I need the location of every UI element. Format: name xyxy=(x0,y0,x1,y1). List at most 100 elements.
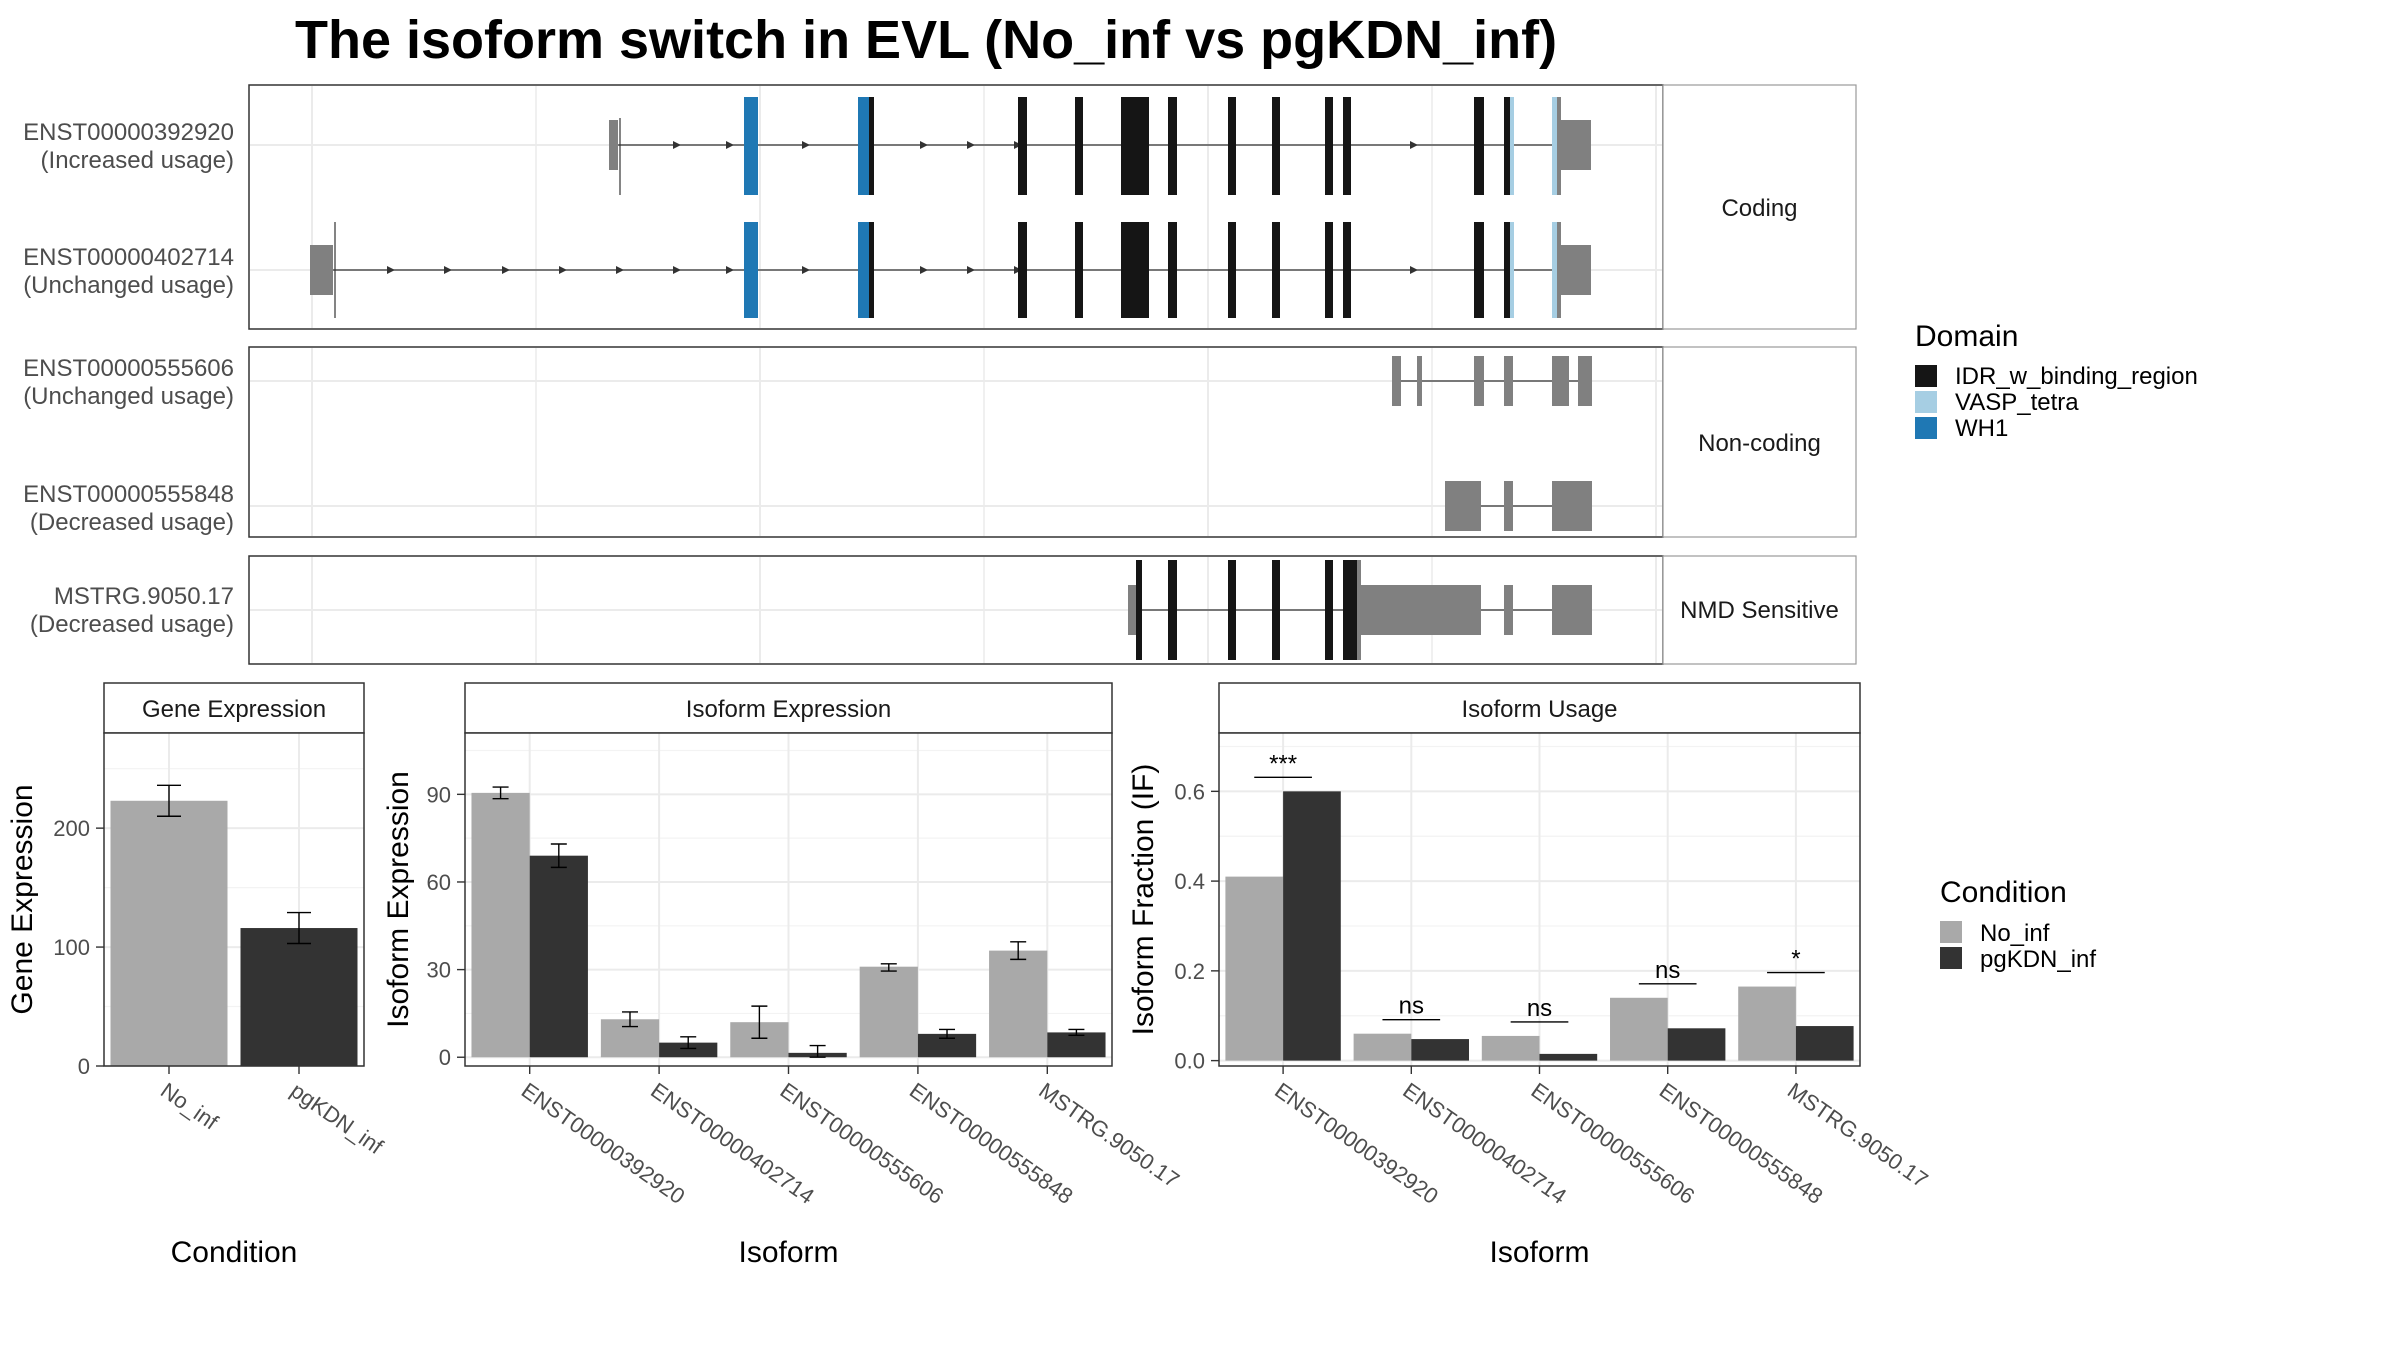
bar-isoform-expression-MSTRG.9050.17-No_inf xyxy=(989,950,1048,1058)
isoform-usage-title: Isoform Usage xyxy=(1461,696,1617,723)
isoform-expression-strip xyxy=(464,682,1113,734)
errorbar-isoform-expression-ENST00000392920-No_inf xyxy=(492,786,509,800)
isoform-expression-chart: Isoform Expression0306090ENST00000392920… xyxy=(382,682,1184,1269)
strip-label-nmd-sensitive: NMD Sensitive xyxy=(1680,597,1839,624)
bar-isoform-expression-ENST00000392920-No_inf xyxy=(471,792,530,1058)
figure-title: The isoform switch in EVL (No_inf vs pgK… xyxy=(295,10,1557,70)
significance-label-ENST00000555848: ns xyxy=(1655,957,1680,984)
ytick-isoform-expression-0: 0 xyxy=(439,1045,451,1070)
strip-coding: Coding xyxy=(1662,84,1857,330)
isoform-label-ENST00000555606: ENST00000555606 xyxy=(23,355,234,382)
transcript-MSTRG.9050.17 xyxy=(1128,560,1592,660)
bar-isoform-expression-MSTRG.9050.17-pgKDN_inf xyxy=(1047,1032,1106,1058)
bar-isoform-expression-ENST00000392920-pgKDN_inf xyxy=(529,855,588,1058)
errorbar-isoform-expression-ENST00000402714-No_inf xyxy=(621,1011,638,1028)
isoform-usage-ylabel: Isoform Fraction (IF) xyxy=(1127,764,1160,1036)
gene-expression-title: Gene Expression xyxy=(142,696,326,723)
transcript-ENST00000392920 xyxy=(609,97,1591,195)
isoform-label-ENST00000402714: ENST00000402714 xyxy=(23,244,234,271)
bar-isoform-expression-ENST00000555848-pgKDN_inf xyxy=(917,1033,977,1058)
errorbar-isoform-expression-ENST00000555606-pgKDN_inf xyxy=(809,1044,826,1058)
bar-isoform-usage-MSTRG.9050.17-pgKDN_inf xyxy=(1795,1026,1854,1061)
strip-nmd-sensitive: NMD Sensitive xyxy=(1662,555,1857,665)
transcript-ENST00000402714 xyxy=(310,222,1591,318)
errorbar-gene-expression-pgKDN_inf xyxy=(287,911,311,945)
isoform-expression-ylabel: Isoform Expression xyxy=(382,771,415,1028)
ytick-gene-expression-200: 200 xyxy=(53,816,90,841)
ytick-gene-expression-0: 0 xyxy=(78,1054,90,1079)
bar-gene-expression-No_inf xyxy=(110,800,228,1066)
ytick-isoform-usage-0.2: 0.2 xyxy=(1174,959,1205,984)
errorbar-isoform-expression-MSTRG.9050.17-pgKDN_inf xyxy=(1068,1028,1085,1037)
domain-legend-title: Domain xyxy=(1915,320,2018,353)
gene-expression-panel-border xyxy=(103,732,365,1067)
bar-isoform-usage-ENST00000555848-pgKDN_inf xyxy=(1667,1028,1726,1061)
ytick-isoform-expression-30: 30 xyxy=(427,958,451,983)
strip-label-non-coding: Non-coding xyxy=(1698,430,1821,457)
ytick-isoform-usage-0.0: 0.0 xyxy=(1174,1049,1205,1074)
bar-isoform-usage-MSTRG.9050.17-No_inf xyxy=(1738,986,1796,1061)
gene-expression-chart: Gene Expression 0 100 200 No_inf pgKDN_inf Gen… xyxy=(6,682,388,1269)
usage-label-ENST00000392920: (Increased usage) xyxy=(41,147,234,174)
significance-label-ENST00000392920: *** xyxy=(1269,750,1297,777)
isoform-label-ENST00000392920: ENST00000392920 xyxy=(23,119,234,146)
errorbar-isoform-expression-MSTRG.9050.17-No_inf xyxy=(1010,941,1027,961)
strip-label-coding: Coding xyxy=(1721,195,1797,222)
significance-label-MSTRG.9050.17: * xyxy=(1791,946,1800,973)
isoform-expression-xlabel: Isoform xyxy=(738,1236,838,1269)
domain-legend: Domain IDR_w_binding_region VASP_tetra W… xyxy=(1915,320,2198,442)
gene-expression-strip xyxy=(103,682,365,734)
bar-isoform-usage-ENST00000555848-No_inf xyxy=(1610,997,1668,1061)
usage-label-ENST00000555848: (Decreased usage) xyxy=(30,509,234,536)
transcript-structure-panel: Coding ENST00000392920 (Increased usage)… xyxy=(23,84,1857,665)
errorbar-isoform-expression-ENST00000402714-pgKDN_inf xyxy=(680,1036,697,1050)
ytick-gene-expression-100: 100 xyxy=(53,935,90,960)
domain-legend-idr: IDR_w_binding_region xyxy=(1955,363,2198,390)
errorbar-isoform-expression-ENST00000555848-No_inf xyxy=(880,963,897,972)
bar-isoform-usage-ENST00000555606-pgKDN_inf xyxy=(1539,1053,1598,1061)
errorbar-isoform-expression-ENST00000555606-No_inf xyxy=(751,1005,768,1039)
ytick-isoform-expression-60: 60 xyxy=(427,870,451,895)
structure-panel-nmd-sensitive: NMD Sensitive MSTRG.9050.17 (Decreased u… xyxy=(30,555,1857,665)
isoform-usage-strip xyxy=(1218,682,1861,734)
significance-label-ENST00000402714: ns xyxy=(1399,993,1424,1020)
bar-isoform-usage-ENST00000402714-No_inf xyxy=(1353,1033,1412,1061)
usage-label-ENST00000555606: (Unchanged usage) xyxy=(23,383,234,410)
gene-expression-xlabel: Condition xyxy=(171,1236,298,1269)
isoform-label-ENST00000555848: ENST00000555848 xyxy=(23,481,234,508)
bar-isoform-expression-ENST00000555848-No_inf xyxy=(859,966,918,1058)
condition-legend-no-inf: No_inf xyxy=(1980,920,2050,947)
bar-isoform-usage-ENST00000392920-No_inf xyxy=(1225,876,1284,1061)
isoform-label-MSTRG.9050.17: MSTRG.9050.17 xyxy=(54,583,234,610)
errorbar-gene-expression-No_inf xyxy=(157,784,181,817)
ytick-isoform-expression-90: 90 xyxy=(427,782,451,807)
ytick-isoform-usage-0.6: 0.6 xyxy=(1174,779,1205,804)
usage-label-MSTRG.9050.17: (Decreased usage) xyxy=(30,611,234,638)
xtick-gene-expression-pgKDN_inf: pgKDN_inf xyxy=(286,1078,388,1160)
domain-legend-vasp: VASP_tetra xyxy=(1955,389,2079,416)
usage-label-ENST00000402714: (Unchanged usage) xyxy=(23,272,234,299)
errorbar-isoform-expression-ENST00000392920-pgKDN_inf xyxy=(550,843,567,869)
significance-label-ENST00000555606: ns xyxy=(1527,995,1552,1022)
bar-isoform-usage-ENST00000555606-No_inf xyxy=(1481,1035,1540,1061)
bar-isoform-usage-ENST00000402714-pgKDN_inf xyxy=(1411,1039,1469,1061)
structure-panel-non-coding: Non-coding ENST00000555606 (Unchanged us… xyxy=(23,346,1857,538)
isoform-usage-xlabel: Isoform xyxy=(1489,1236,1589,1269)
isoform-expression-title: Isoform Expression xyxy=(686,696,891,723)
condition-legend: Condition No_inf pgKDN_inf xyxy=(1940,876,2096,973)
gene-expression-ylabel: Gene Expression xyxy=(6,784,39,1014)
strip-non-coding: Non-coding xyxy=(1662,346,1857,538)
transcript-ENST00000555606 xyxy=(1392,356,1592,406)
transcript-ENST00000555848 xyxy=(1445,481,1592,531)
bar-gene-expression-pgKDN_inf xyxy=(240,928,358,1066)
errorbar-isoform-expression-ENST00000555848-pgKDN_inf xyxy=(939,1028,956,1039)
condition-legend-pgkdn-inf: pgKDN_inf xyxy=(1980,946,2096,973)
xtick-gene-expression-No_inf: No_inf xyxy=(156,1078,223,1135)
domain-legend-wh1: WH1 xyxy=(1955,415,2008,442)
structure-panel-coding: Coding ENST00000392920 (Increased usage)… xyxy=(23,84,1857,330)
ytick-isoform-usage-0.4: 0.4 xyxy=(1174,869,1205,894)
bar-isoform-expression-ENST00000402714-pgKDN_inf xyxy=(659,1042,718,1058)
condition-legend-title: Condition xyxy=(1940,876,2067,909)
